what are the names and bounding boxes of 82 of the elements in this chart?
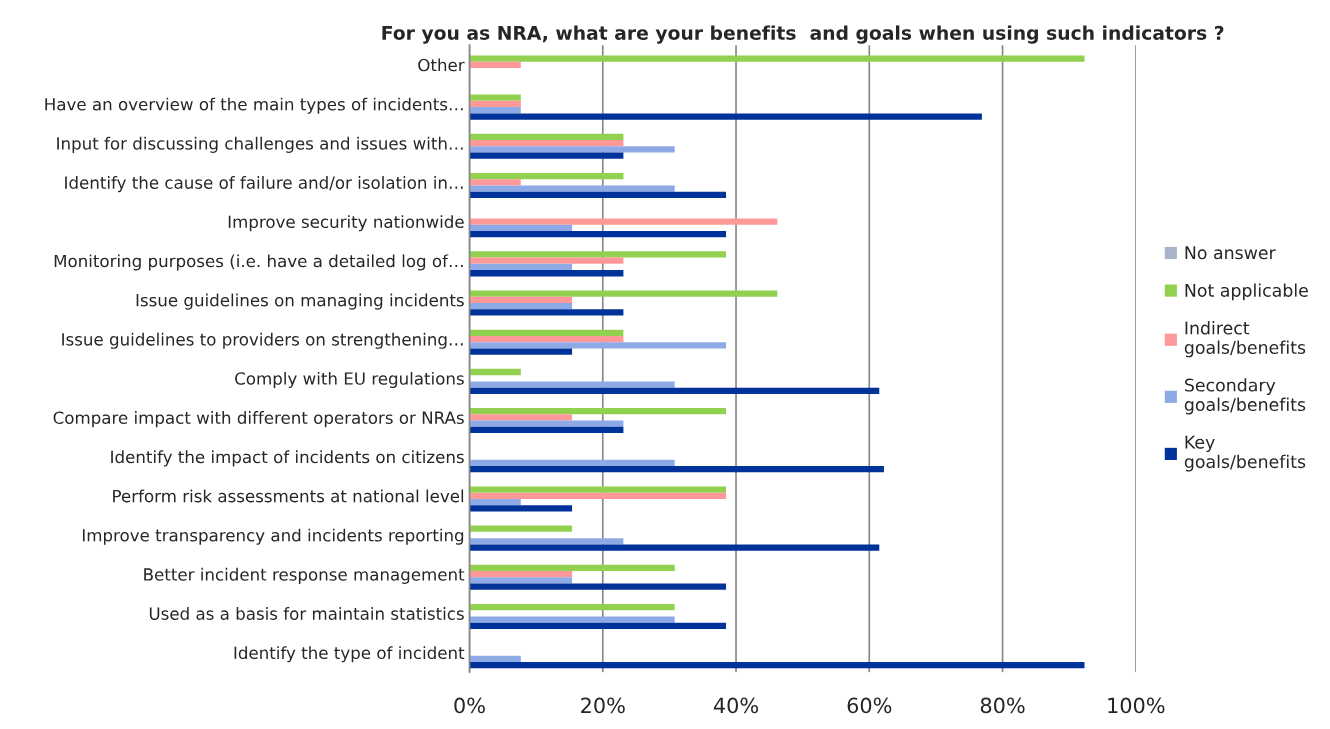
y-tick-label: Issue guidelines to providers on strengthening… (62, 332, 463, 349)
bar (469, 329, 624, 336)
y-tick-label: Perform risk assessments at national level (113, 489, 464, 503)
y-tick-label: Have an overview of the main types of incidents… (45, 97, 463, 114)
bar (469, 303, 573, 310)
bar (469, 492, 727, 499)
legend-label: Key goals/benefits (1184, 435, 1306, 472)
y-tick-label: Improve transparency and incidents reporting (82, 528, 464, 545)
x-tick-label: 0% (454, 697, 485, 714)
bar (469, 616, 675, 623)
y-tick-label: Comply with EU regulations (235, 371, 464, 389)
x-tick-label: 80% (980, 697, 1025, 714)
bar (469, 387, 880, 394)
y-tick-label: Input for discussing challenges and issues with… (57, 136, 463, 153)
legend-label: Not applicable (1185, 283, 1308, 301)
bar (469, 290, 778, 297)
bar (469, 146, 675, 153)
bar (469, 224, 573, 231)
y-tick-label: Better incident response management (144, 567, 465, 584)
bar (469, 55, 1085, 62)
bar (469, 661, 1085, 669)
y-tick-label: Issue guidelines on managing incidents (136, 293, 464, 310)
y-tick-label: Identify the cause of failure and/or isolation in… (65, 176, 463, 193)
bar (469, 538, 624, 545)
y-tick-label: Identify the impact of incidents on citizens (111, 450, 464, 467)
bar (469, 100, 521, 108)
bar (469, 505, 573, 512)
bar (469, 335, 624, 343)
bar (469, 113, 982, 120)
bar (469, 622, 727, 630)
bar (469, 408, 727, 415)
x-tick-label: 100% (1108, 697, 1165, 714)
bar (469, 577, 573, 584)
y-tick-label: Used as a basis for maintain statistics (149, 607, 464, 620)
bar (469, 603, 675, 611)
y-tick-label: Identify the type of incident (234, 646, 465, 663)
bar (469, 564, 675, 572)
bar (469, 296, 573, 304)
bar (469, 263, 573, 271)
bar (469, 179, 521, 186)
bar (469, 230, 727, 238)
bar (469, 348, 573, 355)
bar (469, 466, 884, 473)
bar (469, 420, 624, 427)
bar (469, 459, 675, 467)
bar (469, 414, 573, 421)
legend-label: No answer (1185, 246, 1276, 260)
bar (469, 107, 521, 114)
legend-label: Indirect goals/benefits (1184, 321, 1306, 358)
bar (469, 140, 624, 147)
bar (469, 309, 624, 316)
y-tick-label: Monitoring purposes (i.e. have a detailed log of… (54, 254, 463, 271)
bar (469, 218, 778, 225)
bar (469, 655, 521, 662)
bar (469, 94, 521, 101)
bar (469, 544, 880, 551)
bar (469, 342, 727, 349)
bar (469, 191, 727, 199)
bar (469, 185, 675, 192)
x-tick-label: 60% (847, 697, 892, 714)
y-tick-label: Improve security nationwide (228, 215, 464, 232)
bar (469, 368, 521, 376)
bar (469, 583, 727, 590)
x-tick-label: 20% (581, 697, 625, 714)
bar (469, 152, 624, 159)
bar (469, 571, 573, 578)
bar (469, 61, 521, 68)
bar (469, 270, 624, 277)
bar (469, 381, 675, 388)
legend-label: Secondary goals/benefits (1184, 378, 1306, 415)
bar (469, 525, 573, 532)
x-tick-label: 40% (713, 697, 759, 714)
y-tick-label: Compare impact with different operators or NRAs (53, 411, 464, 428)
bar (469, 257, 624, 264)
bar (469, 498, 521, 506)
bar (469, 251, 727, 258)
bar (469, 486, 727, 493)
bar (469, 133, 624, 141)
y-tick-label: Other (418, 58, 465, 72)
chart-title: For you as NRA, what are your benefits and goals when using such indicators ? (382, 25, 1224, 44)
bar (469, 172, 624, 180)
bar (469, 426, 624, 434)
